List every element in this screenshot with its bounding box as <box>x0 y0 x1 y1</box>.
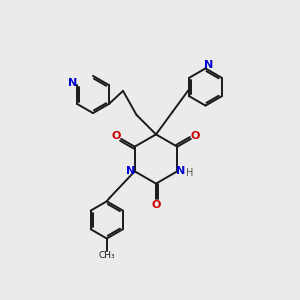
Text: N: N <box>126 166 135 176</box>
Text: CH₃: CH₃ <box>98 251 115 260</box>
Text: O: O <box>191 131 200 141</box>
Text: O: O <box>112 131 121 141</box>
Text: N: N <box>204 60 213 70</box>
Text: N: N <box>176 166 185 176</box>
Text: O: O <box>151 200 161 210</box>
Text: N: N <box>68 78 77 88</box>
Text: H: H <box>186 167 194 178</box>
